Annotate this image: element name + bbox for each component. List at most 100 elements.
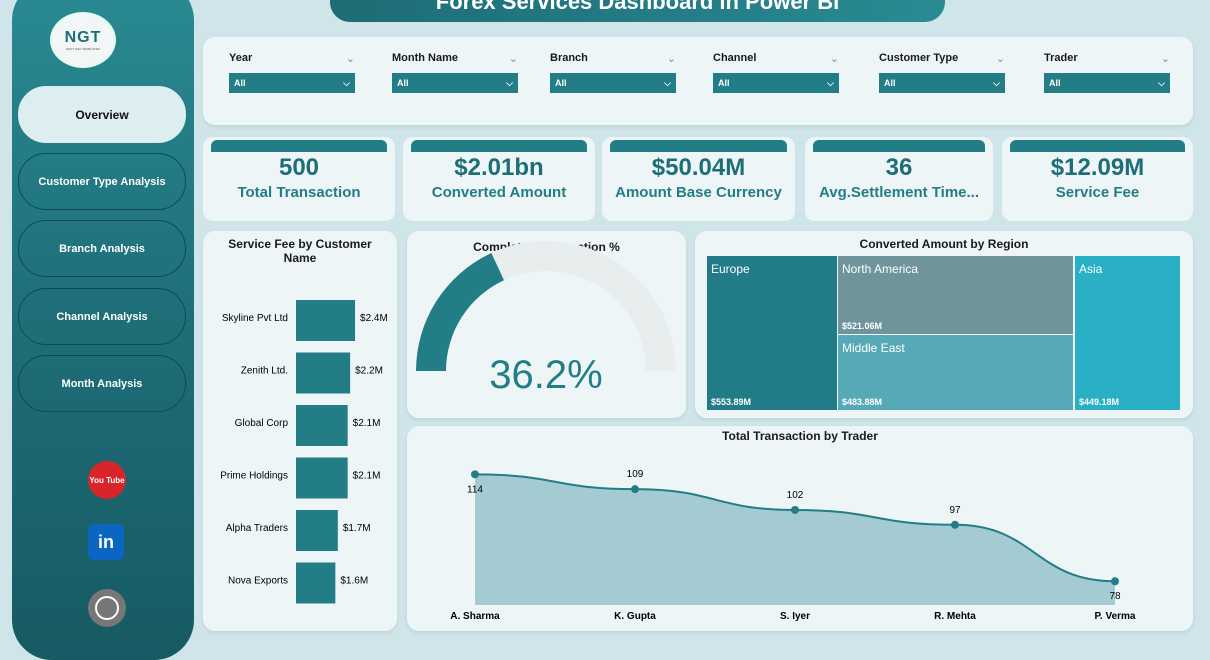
data-point[interactable] bbox=[1111, 577, 1119, 586]
kpi-card: $2.01bn Converted Amount bbox=[403, 137, 595, 221]
treemap-tile[interactable]: Middle East $483.88M bbox=[838, 335, 1073, 410]
chevron-down-icon[interactable]: ⌄ bbox=[345, 53, 355, 65]
chevron-down-icon[interactable]: ⌄ bbox=[508, 53, 518, 65]
data-point[interactable] bbox=[791, 505, 799, 514]
filter-label: Branch bbox=[550, 52, 588, 64]
chevron-down-icon[interactable]: ⌄ bbox=[995, 53, 1005, 65]
tile-name: North America bbox=[842, 262, 919, 276]
area-fill bbox=[475, 474, 1115, 605]
logo-text: NGT bbox=[64, 29, 102, 46]
bar[interactable] bbox=[296, 405, 348, 446]
chevron-down-icon: ⌵ bbox=[993, 77, 1000, 88]
filter-label: Channel bbox=[713, 52, 757, 64]
bar[interactable] bbox=[296, 352, 351, 394]
filter-dropdown[interactable]: All ⌵ bbox=[879, 73, 1005, 93]
tile-value: $449.18M bbox=[1079, 397, 1120, 407]
kpi-accent-bar bbox=[1010, 140, 1185, 152]
x-tick-label: R. Mehta bbox=[934, 611, 976, 622]
kpi-label: Amount Base Currency bbox=[615, 184, 782, 201]
bar-label: $1.6M bbox=[340, 576, 368, 587]
treemap-tile[interactable]: North America $521.06M bbox=[838, 256, 1073, 334]
chevron-down-icon: ⌵ bbox=[1158, 77, 1165, 88]
nav-branch-analysis[interactable]: Branch Analysis bbox=[18, 220, 186, 277]
social-label: You Tube bbox=[89, 475, 125, 485]
bar-label: $2.2M bbox=[355, 366, 383, 377]
youtube-icon[interactable]: You Tube bbox=[88, 461, 126, 499]
filter-value: All bbox=[555, 78, 567, 88]
nav-label: Customer Type Analysis bbox=[38, 175, 166, 188]
kpi-card: $50.04M Amount Base Currency bbox=[602, 137, 795, 221]
linkedin-icon[interactable]: in bbox=[88, 524, 124, 560]
filter-dropdown[interactable]: All ⌵ bbox=[229, 73, 355, 93]
filter-dropdown[interactable]: All ⌵ bbox=[550, 73, 676, 93]
filter-label: Customer Type bbox=[879, 52, 959, 64]
tile-name: Asia bbox=[1079, 262, 1103, 276]
tile-value: $483.88M bbox=[842, 397, 883, 407]
completed-transaction-gauge: Completed Transaction % 36.2% bbox=[407, 231, 686, 418]
bar-label: $2.4M bbox=[360, 313, 388, 324]
filter-value: All bbox=[234, 78, 246, 88]
nav-month-analysis[interactable]: Month Analysis bbox=[18, 355, 186, 412]
filter-label: Year bbox=[229, 52, 253, 64]
data-point[interactable] bbox=[951, 520, 959, 529]
filter-year: Year ⌄ All ⌵ bbox=[229, 52, 355, 93]
filter-dropdown[interactable]: All ⌵ bbox=[392, 73, 518, 93]
treemap-tile[interactable]: Asia $449.18M bbox=[1075, 256, 1180, 410]
bar[interactable] bbox=[296, 510, 338, 551]
tile-value: $521.06M bbox=[842, 321, 883, 331]
kpi-label: Converted Amount bbox=[431, 184, 567, 201]
nav-label: Month Analysis bbox=[61, 377, 143, 390]
service-fee-chart: Service Fee by Customer Name Skyline Pvt… bbox=[203, 231, 397, 631]
filter-trader: Trader ⌄ All ⌵ bbox=[1044, 52, 1170, 93]
x-tick-label: P. Verma bbox=[1095, 611, 1136, 622]
data-label: 97 bbox=[949, 505, 961, 516]
chevron-down-icon[interactable]: ⌄ bbox=[1160, 53, 1170, 65]
treemap-tile[interactable]: Europe $553.89M bbox=[707, 256, 837, 410]
bar[interactable] bbox=[296, 562, 336, 604]
data-point[interactable] bbox=[471, 470, 479, 479]
chevron-down-icon: ⌵ bbox=[827, 77, 834, 88]
nav-channel-analysis[interactable]: Channel Analysis bbox=[18, 288, 186, 345]
filter-value: All bbox=[884, 78, 896, 88]
x-tick-label: S. Iyer bbox=[780, 611, 810, 622]
filter-dropdown[interactable]: All ⌵ bbox=[713, 73, 839, 93]
tile-name: Middle East bbox=[842, 341, 905, 355]
kpi-accent-bar bbox=[610, 140, 787, 152]
bar-category: Prime Holdings bbox=[220, 471, 288, 482]
tile-name: Europe bbox=[711, 262, 750, 276]
bar-label: $2.1M bbox=[353, 471, 381, 482]
kpi-accent-bar bbox=[411, 140, 587, 152]
chevron-down-icon: ⌵ bbox=[506, 77, 513, 88]
kpi-card: 500 Total Transaction bbox=[203, 137, 395, 221]
bar-category: Skyline Pvt Ltd bbox=[222, 313, 288, 324]
x-tick-label: K. Gupta bbox=[614, 611, 656, 622]
nav-overview[interactable]: Overview bbox=[18, 86, 186, 143]
data-label: 102 bbox=[787, 490, 804, 501]
bar[interactable] bbox=[296, 300, 356, 341]
x-tick-label: A. Sharma bbox=[450, 611, 500, 622]
logo-subtext: NEXT GEN TEMPLATES bbox=[66, 47, 100, 51]
data-point[interactable] bbox=[631, 485, 639, 494]
filter-label: Month Name bbox=[392, 52, 458, 64]
kpi-value: 500 bbox=[278, 154, 320, 181]
page-title: Forex Services Dashboard in Power BI bbox=[330, 0, 945, 22]
filter-branch: Branch ⌄ All ⌵ bbox=[550, 52, 676, 93]
bar[interactable] bbox=[296, 457, 348, 499]
chevron-down-icon: ⌵ bbox=[664, 77, 671, 88]
chevron-down-icon: ⌵ bbox=[343, 77, 350, 88]
filter-dropdown[interactable]: All ⌵ bbox=[1044, 73, 1170, 93]
nav-label: Overview bbox=[75, 107, 129, 122]
globe-icon[interactable] bbox=[88, 589, 126, 627]
bar-category: Alpha Traders bbox=[226, 523, 288, 534]
nav-label: Channel Analysis bbox=[56, 310, 148, 323]
data-label: 109 bbox=[627, 469, 644, 480]
trader-area-chart: Total Transaction by Trader 114 A. Sharma… bbox=[407, 426, 1193, 631]
social-label: in bbox=[98, 531, 114, 552]
chevron-down-icon[interactable]: ⌄ bbox=[829, 53, 839, 65]
kpi-label: Total Transaction bbox=[237, 184, 361, 201]
kpi-value: $12.09M bbox=[1050, 154, 1145, 181]
filter-month-name: Month Name ⌄ All ⌵ bbox=[392, 52, 518, 93]
nav-customer-type-analysis[interactable]: Customer Type Analysis bbox=[18, 153, 186, 210]
bar-label: $2.1M bbox=[353, 418, 381, 429]
chevron-down-icon[interactable]: ⌄ bbox=[666, 53, 676, 65]
